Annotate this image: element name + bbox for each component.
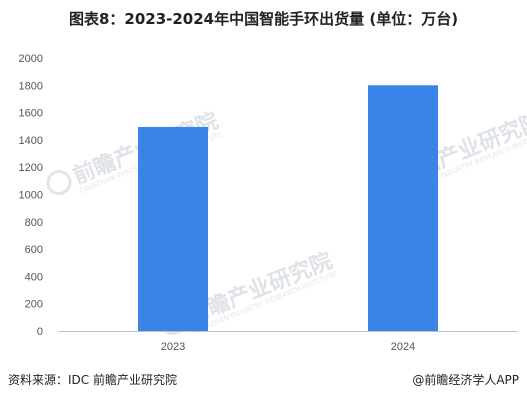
y-tick-label: 200 — [25, 299, 43, 311]
y-tick-label: 0 — [37, 326, 43, 338]
y-tick-label: 400 — [25, 271, 43, 283]
credit-note: @前瞻经济学人APP — [412, 373, 519, 387]
y-tick-label: 600 — [25, 244, 43, 256]
y-tick-label: 1600 — [19, 108, 43, 120]
source-note: 资料来源：IDC 前瞻产业研究院 — [8, 373, 177, 387]
watermark-circle-icon — [46, 170, 72, 196]
bar-2024 — [368, 85, 438, 331]
x-axis-ticks: 2023 2024 — [161, 341, 415, 353]
x-tick-label: 2024 — [391, 341, 415, 353]
y-tick-label: 1400 — [19, 135, 43, 147]
bar-2023 — [138, 126, 208, 332]
bars — [138, 85, 438, 332]
y-tick-label: 1000 — [19, 190, 43, 202]
y-axis-ticks: 0 200 400 600 800 1000 1200 1400 1600 1800 2000 — [19, 53, 43, 338]
y-tick-label: 1200 — [19, 162, 43, 174]
y-tick-label: 2000 — [19, 53, 43, 65]
x-tick-label: 2023 — [161, 341, 185, 353]
chart-title: 图表8：2023-2024年中国智能手环出货量 (单位：万台) — [68, 10, 459, 28]
y-tick-label: 1800 — [19, 80, 43, 92]
y-tick-label: 800 — [25, 217, 43, 229]
